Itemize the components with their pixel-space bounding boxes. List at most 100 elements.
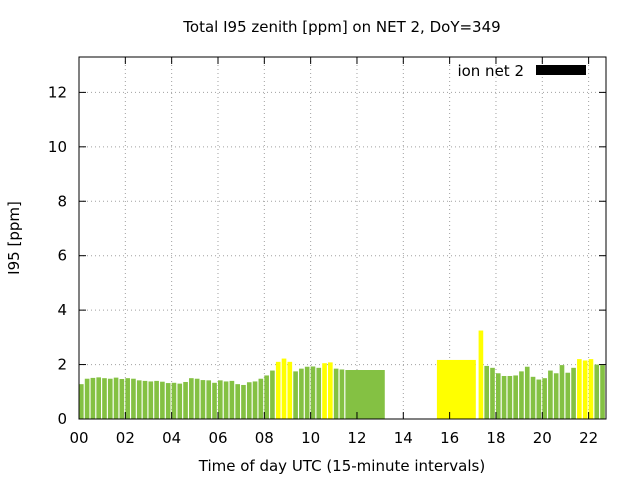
- bar: [189, 378, 194, 419]
- bar: [183, 381, 188, 419]
- legend: ion net 2: [457, 62, 586, 80]
- bar: [194, 378, 200, 419]
- bar: [131, 378, 136, 419]
- bar: [241, 384, 246, 419]
- bar: [264, 375, 269, 419]
- bar: [513, 375, 518, 419]
- bar: [333, 368, 339, 419]
- bar: [600, 365, 605, 419]
- bar: [559, 365, 565, 419]
- bar: [171, 382, 177, 419]
- bar: [275, 361, 281, 419]
- bar: [588, 359, 594, 419]
- bar: [490, 367, 495, 419]
- bar: [258, 378, 264, 419]
- bar: [571, 367, 576, 419]
- bar: [235, 384, 240, 419]
- bar: [310, 366, 316, 419]
- bar: [148, 381, 154, 419]
- x-tick-label: 08: [255, 429, 274, 447]
- x-tick-label: 06: [208, 429, 227, 447]
- bar: [495, 373, 501, 419]
- bar: [79, 384, 84, 419]
- x-tick-label: 12: [347, 429, 366, 447]
- y-tick-label: 8: [57, 192, 67, 210]
- bar: [165, 383, 171, 419]
- y-tick-label: 6: [57, 247, 67, 265]
- x-tick-label: 18: [486, 429, 505, 447]
- bar: [281, 358, 287, 419]
- bar: [96, 377, 102, 419]
- bar: [542, 378, 547, 419]
- bar: [328, 362, 333, 419]
- x-tick-label: 04: [162, 429, 181, 447]
- bar: [270, 370, 275, 419]
- legend-swatch: [536, 65, 586, 75]
- bar: [530, 376, 536, 419]
- bar: [113, 377, 119, 419]
- plot-frame: [78, 56, 607, 420]
- bar: [217, 380, 223, 419]
- x-tick-labels: 00 02 04 06 08 10 12 14 16 18 20 22: [69, 429, 598, 447]
- bar: [246, 382, 252, 419]
- bar: [119, 378, 125, 419]
- bar: [212, 382, 217, 419]
- bar: [293, 371, 298, 419]
- legend-label: ion net 2: [457, 62, 524, 80]
- bar: [507, 375, 513, 419]
- bar: [160, 381, 165, 419]
- bar: [304, 366, 310, 419]
- axis-ticks: [78, 57, 606, 420]
- bar: [594, 364, 600, 419]
- x-tick-label: 00: [69, 429, 88, 447]
- bar: [154, 380, 159, 419]
- bar: [299, 368, 304, 419]
- bar: [565, 372, 571, 419]
- bar: [478, 330, 484, 419]
- bar: [200, 380, 206, 419]
- bar: [484, 365, 490, 419]
- bar: [536, 379, 542, 419]
- bar: [229, 380, 235, 419]
- bar: [136, 380, 142, 419]
- x-tick-label: 02: [116, 429, 135, 447]
- bar: [223, 381, 229, 419]
- bar: [519, 371, 524, 419]
- bar: [582, 360, 588, 419]
- bar: [339, 369, 345, 419]
- bar: [142, 380, 148, 419]
- bar: [436, 359, 476, 419]
- bar: [322, 363, 327, 419]
- bars: [79, 330, 605, 419]
- chart-title: Total I95 zenith [ppm] on NET 2, DoY=349: [182, 18, 500, 36]
- x-tick-label: 22: [579, 429, 598, 447]
- y-tick-label: 12: [48, 83, 67, 101]
- y-tick-label: 2: [57, 356, 67, 374]
- bar: [287, 361, 293, 419]
- bar: [553, 373, 559, 419]
- bar: [577, 359, 582, 419]
- bar: [107, 378, 113, 419]
- bar: [84, 378, 90, 419]
- bar: [524, 366, 530, 419]
- x-tick-label: 20: [533, 429, 552, 447]
- bar: [548, 370, 553, 419]
- y-axis-label: I95 [ppm]: [5, 201, 23, 275]
- bar: [102, 378, 107, 419]
- bar: [501, 375, 507, 419]
- bar: [125, 378, 130, 419]
- y-tick-label: 0: [57, 410, 67, 428]
- grid-lines: [79, 57, 606, 419]
- bar: [252, 381, 258, 419]
- y-tick-label: 10: [48, 138, 67, 156]
- bar: [345, 370, 385, 419]
- x-tick-label: 16: [440, 429, 459, 447]
- bar: [90, 377, 96, 419]
- bar: [177, 383, 183, 419]
- x-tick-label: 14: [394, 429, 413, 447]
- bar: [206, 380, 212, 419]
- y-tick-labels: 0 2 4 6 8 10 12: [48, 83, 67, 428]
- x-axis-label: Time of day UTC (15-minute intervals): [198, 457, 485, 475]
- y-tick-label: 4: [57, 301, 67, 319]
